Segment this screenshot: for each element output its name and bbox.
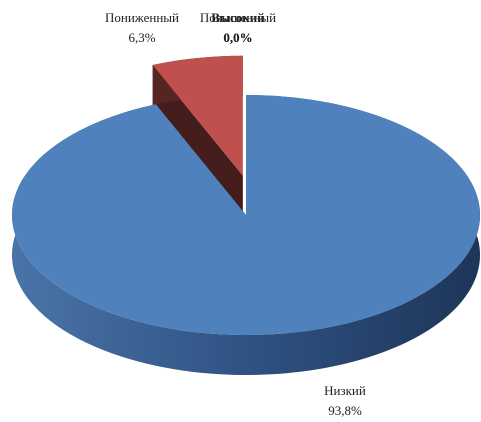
value-label: 0,0% [223,30,252,45]
category-label: Низкий [324,383,366,398]
category-label: Высокий [211,10,265,25]
value-label: 0,0% [223,30,252,45]
value-label: 93,8% [328,403,362,418]
slice [12,95,480,335]
slice-wall [152,65,243,216]
slice [152,55,243,176]
category-label: Повышенный [200,10,276,25]
category-label: Пониженный [105,10,179,25]
value-label: 6,3% [128,30,155,45]
